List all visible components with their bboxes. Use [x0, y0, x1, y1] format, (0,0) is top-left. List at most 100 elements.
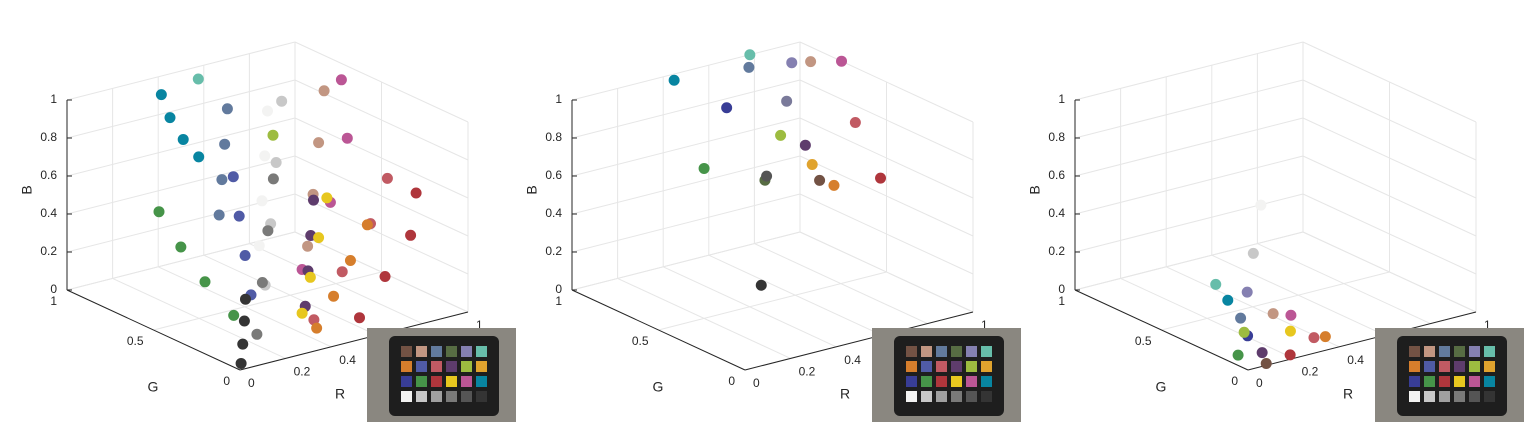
z-tick-label: 0.8 — [40, 130, 57, 144]
point — [755, 279, 767, 291]
point — [1267, 308, 1279, 320]
photo-patch — [1454, 361, 1465, 372]
point — [328, 290, 340, 302]
grid-line — [1074, 155, 1304, 215]
photo-patch — [461, 346, 472, 357]
grid-line — [571, 193, 801, 253]
point — [253, 240, 265, 252]
x-tick-label: 0.4 — [339, 353, 356, 367]
z-tick-label: 0.6 — [1048, 168, 1065, 182]
grid-line — [66, 41, 296, 101]
point — [341, 132, 353, 144]
point — [302, 240, 314, 252]
grid-line — [658, 271, 887, 331]
photo-patch — [966, 391, 977, 402]
photo-patch — [431, 361, 442, 372]
y-axis-title: G — [1156, 379, 1167, 395]
photo-patch — [921, 346, 932, 357]
photo-patch — [416, 391, 427, 402]
point — [227, 171, 239, 183]
photo-patch — [936, 391, 947, 402]
x-tick-label: 0.2 — [799, 365, 816, 379]
x-tick-label: 0.2 — [1302, 365, 1319, 379]
point — [744, 49, 756, 61]
point — [786, 57, 798, 69]
y-axis — [66, 289, 241, 371]
point — [235, 357, 247, 369]
grid-line — [799, 155, 974, 237]
y-tick-label: 1 — [1058, 294, 1065, 308]
photo-patch — [476, 361, 487, 372]
point — [1247, 247, 1259, 259]
y-axis-title: G — [653, 379, 664, 395]
point — [354, 312, 365, 324]
photo-patch — [921, 376, 932, 387]
z-tick-label: 0.8 — [545, 130, 562, 144]
point — [259, 150, 271, 162]
point — [1308, 332, 1320, 344]
point — [270, 157, 282, 168]
photo-patch — [1409, 346, 1420, 357]
z-tick-label: 0.2 — [545, 244, 562, 258]
point — [405, 229, 417, 241]
z-tick-label: 0.4 — [545, 206, 562, 220]
point — [875, 172, 887, 184]
grid-line — [799, 117, 974, 199]
point — [321, 192, 333, 204]
photo-patch — [906, 376, 917, 387]
x-tick-label: 0.2 — [294, 365, 311, 379]
grid-line — [571, 79, 801, 139]
grid-line — [799, 41, 974, 123]
point — [668, 74, 680, 86]
grid-line — [153, 271, 382, 331]
photo-patch — [1469, 361, 1480, 372]
photo-patch — [1424, 391, 1435, 402]
photo-patch — [906, 361, 917, 372]
grid-line — [66, 155, 296, 215]
x-tick-label: 0.4 — [844, 353, 861, 367]
photo-patch — [1439, 361, 1450, 372]
point — [849, 117, 861, 129]
grid-line — [294, 41, 469, 123]
x-axis-title: R — [840, 386, 850, 402]
z-tick-label: 0.2 — [40, 244, 57, 258]
point — [806, 159, 818, 170]
photo-patch — [476, 346, 487, 357]
y-axis-title: G — [148, 379, 159, 395]
point — [721, 102, 733, 114]
x-tick-label: 0 — [1256, 376, 1263, 390]
grid-line — [1074, 231, 1304, 291]
photo-patch — [476, 376, 487, 387]
photo-patch — [966, 346, 977, 357]
point — [1238, 326, 1250, 338]
z-tick-label: 1 — [555, 92, 562, 106]
point — [239, 250, 251, 261]
photo-patch — [446, 391, 457, 402]
point — [199, 276, 211, 288]
photo-patch — [936, 376, 947, 387]
y-axis — [571, 289, 746, 371]
point — [213, 209, 225, 221]
photo-patch — [416, 361, 427, 372]
grid-line — [294, 117, 469, 199]
photo-patch — [1484, 361, 1495, 372]
photo-patch — [446, 376, 457, 387]
point — [267, 173, 279, 185]
grid-line — [799, 231, 974, 313]
point — [1319, 331, 1331, 343]
photo-patch — [401, 391, 412, 402]
point — [251, 328, 263, 340]
photo-patch — [1484, 346, 1495, 357]
point — [1232, 349, 1244, 361]
grid-line — [1074, 193, 1304, 253]
point — [761, 170, 773, 182]
y-tick-label: 0 — [223, 374, 230, 388]
photo-patch — [981, 346, 992, 357]
point — [1285, 309, 1297, 321]
grid-line — [66, 117, 296, 177]
point — [836, 55, 848, 67]
z-tick-label: 0.8 — [1048, 130, 1065, 144]
grid-line — [1302, 193, 1477, 275]
